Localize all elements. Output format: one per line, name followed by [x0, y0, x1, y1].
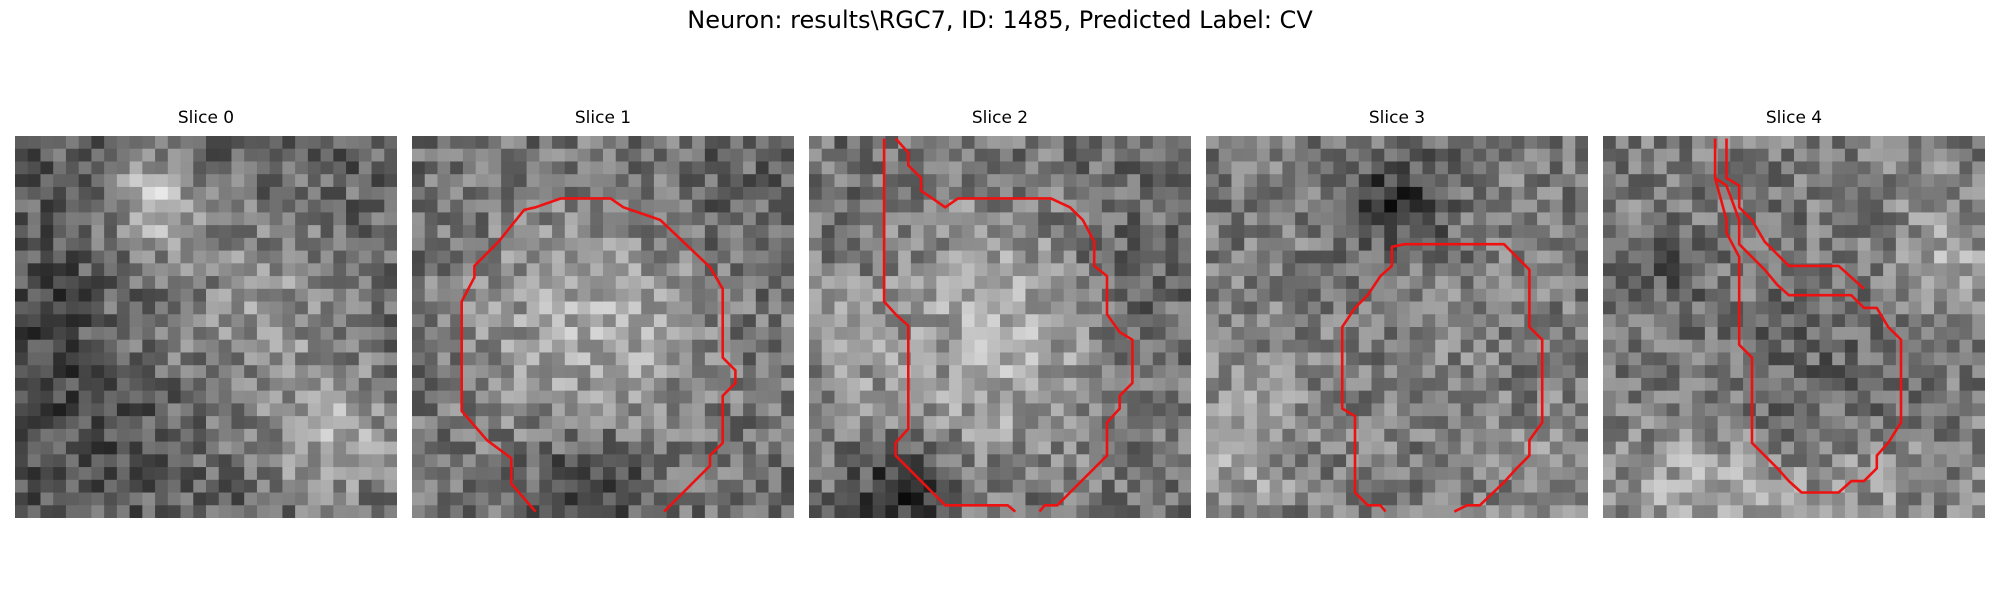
slice-title: Slice 0 — [177, 108, 235, 128]
slice-image-3 — [1206, 136, 1588, 518]
contour-line — [460, 197, 737, 513]
slice-title: Slice 2 — [971, 108, 1029, 128]
slice-title: Slice 1 — [574, 108, 632, 128]
slice-title: Slice 4 — [1765, 108, 1823, 128]
pixel-grid — [1206, 136, 1588, 518]
slice-title: Slice 3 — [1368, 108, 1426, 128]
slice-panel-0: Slice 0 — [15, 108, 397, 518]
slice-image-1 — [412, 136, 794, 518]
contour-line — [1713, 138, 1903, 494]
pixel-grid — [809, 136, 1191, 518]
contour-line — [1340, 242, 1544, 513]
slice-panel-4: Slice 4 — [1603, 108, 1985, 518]
pixel-grid — [412, 136, 794, 518]
pixel-grid — [1603, 136, 1985, 518]
contour-line — [882, 138, 1017, 513]
slice-image-2 — [809, 136, 1191, 518]
slice-image-4 — [1603, 136, 1985, 518]
slice-panel-1: Slice 1 — [412, 108, 794, 518]
contour-line — [894, 137, 1134, 513]
figure-title: Neuron: results\RGC7, ID: 1485, Predicte… — [687, 6, 1313, 34]
slice-image-0 — [15, 136, 397, 518]
slice-panel-3: Slice 3 — [1206, 108, 1588, 518]
contour-line — [1725, 138, 1865, 290]
slice-panel-2: Slice 2 — [809, 108, 1191, 518]
pixel-grid — [15, 136, 397, 518]
